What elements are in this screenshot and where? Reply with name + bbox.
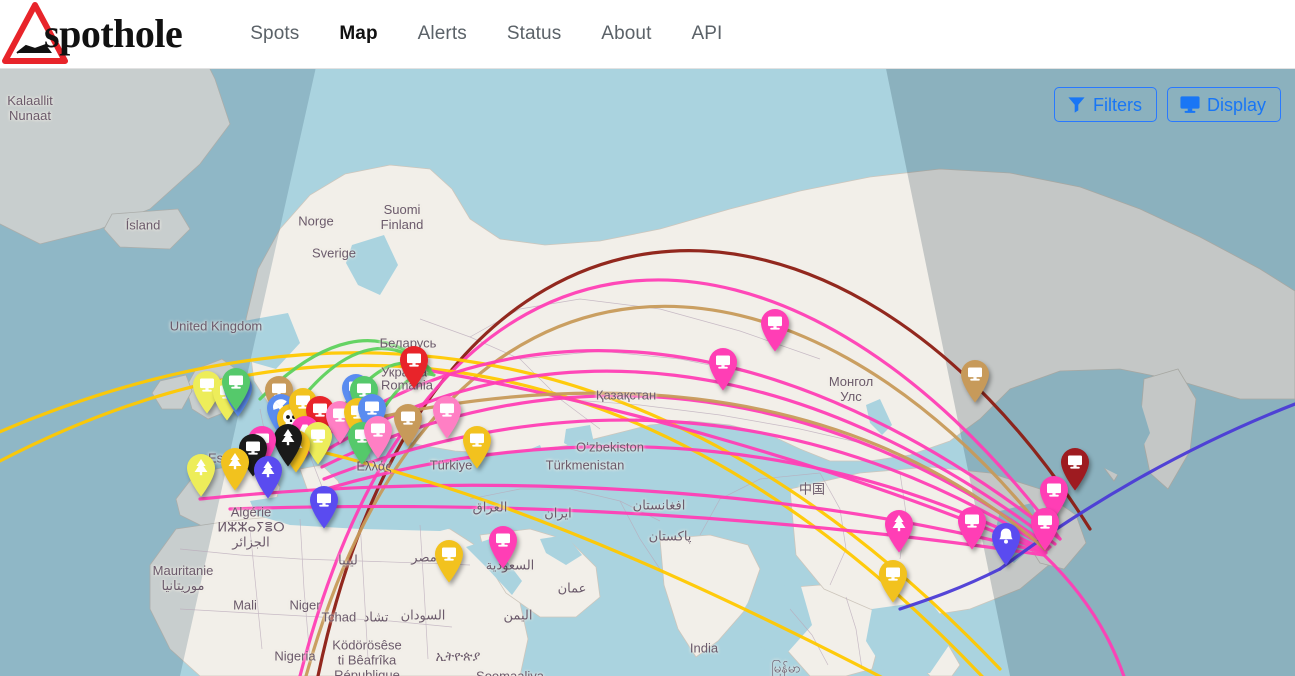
monitor-icon bbox=[407, 353, 421, 367]
filters-button-label: Filters bbox=[1092, 94, 1142, 115]
flight-arc bbox=[898, 567, 1002, 611]
monitor-icon bbox=[246, 441, 260, 455]
map-marker-pin[interactable] bbox=[361, 413, 395, 459]
nav-item-api[interactable]: API bbox=[691, 23, 723, 44]
monitor-icon bbox=[965, 514, 979, 528]
map-marker-pin[interactable] bbox=[706, 345, 740, 391]
flight-arc bbox=[320, 394, 1052, 549]
monitor-icon bbox=[1047, 483, 1061, 497]
monitor-icon bbox=[470, 433, 484, 447]
map-marker-pin[interactable] bbox=[486, 523, 520, 569]
monitor-icon bbox=[496, 533, 510, 547]
map-marker-pin[interactable] bbox=[955, 504, 989, 550]
bell-icon bbox=[999, 528, 1013, 544]
map-marker-pin[interactable] bbox=[876, 557, 910, 603]
map-marker-pin[interactable] bbox=[882, 507, 916, 553]
map-marker-pin[interactable] bbox=[301, 419, 335, 465]
map-marker-pin[interactable] bbox=[190, 368, 224, 414]
map-marker-pin[interactable] bbox=[432, 537, 466, 583]
map-marker-pin[interactable] bbox=[1058, 445, 1092, 491]
flight-arcs-layer bbox=[0, 249, 1295, 676]
flight-arc bbox=[308, 447, 883, 676]
map-marker-pin[interactable] bbox=[219, 365, 253, 411]
monitor-icon bbox=[768, 316, 782, 330]
map-marker-pin[interactable] bbox=[397, 343, 431, 389]
flight-arc bbox=[322, 418, 1050, 551]
flight-arc bbox=[998, 402, 1295, 571]
flight-arc bbox=[0, 363, 984, 676]
monitor-icon bbox=[333, 408, 347, 422]
flight-arc bbox=[1042, 553, 1126, 676]
map-marker-pin[interactable] bbox=[307, 483, 341, 529]
map-marker-pin[interactable] bbox=[218, 445, 252, 491]
tree-icon bbox=[892, 515, 906, 532]
nav-item-status[interactable]: Status bbox=[506, 23, 562, 44]
brand-name: spothole bbox=[44, 11, 183, 56]
monitor-icon bbox=[311, 429, 325, 443]
nav-item-spots[interactable]: Spots bbox=[250, 23, 300, 44]
nav-item-about[interactable]: About bbox=[601, 23, 652, 44]
tree-icon bbox=[281, 429, 295, 446]
tree-icon bbox=[228, 453, 242, 470]
monitor-icon bbox=[442, 547, 456, 561]
top-navbar: spothole Spots Map Alerts Status About A… bbox=[0, 0, 1295, 69]
map-marker-pin[interactable] bbox=[391, 401, 425, 447]
tree-icon bbox=[194, 459, 208, 476]
monitor-icon bbox=[1038, 515, 1052, 529]
monitor-icon bbox=[365, 401, 379, 415]
monitor-icon bbox=[200, 378, 214, 392]
monitor-icon bbox=[371, 423, 385, 437]
brand-logo-link[interactable]: spothole bbox=[2, 0, 183, 69]
flight-arc bbox=[0, 351, 1002, 671]
flight-arc bbox=[324, 444, 1048, 553]
world-map[interactable]: Kalaallit Nunaat Ísland Norge Sverige Suomi … bbox=[0, 69, 1295, 676]
monitor-icon bbox=[1068, 455, 1082, 469]
map-marker-pin[interactable] bbox=[1037, 473, 1071, 519]
funnel-icon bbox=[1067, 95, 1086, 114]
warning-triangle-pothole-icon bbox=[2, 1, 68, 67]
flight-arc bbox=[304, 304, 1052, 676]
monitor-icon bbox=[968, 367, 982, 381]
monitor-icon bbox=[716, 355, 730, 369]
map-marker-pin[interactable] bbox=[758, 306, 792, 352]
map-marker-pin[interactable] bbox=[271, 421, 305, 467]
flight-arc bbox=[316, 349, 1062, 541]
nav-item-alerts[interactable]: Alerts bbox=[417, 23, 467, 44]
monitor-icon bbox=[357, 383, 371, 397]
tree-icon bbox=[261, 461, 275, 478]
flight-arc bbox=[298, 278, 1062, 676]
map-marker-pin[interactable] bbox=[1028, 505, 1062, 551]
monitor-icon bbox=[1180, 95, 1200, 114]
map-marker-pin[interactable] bbox=[958, 357, 992, 403]
nav-item-map[interactable]: Map bbox=[339, 23, 378, 44]
map-marker-pin[interactable] bbox=[184, 451, 218, 497]
monitor-icon bbox=[229, 375, 243, 389]
map-controls: Filters Display bbox=[1053, 87, 1281, 122]
monitor-icon bbox=[886, 567, 900, 581]
monitor-icon bbox=[317, 493, 331, 507]
nav-links: Spots Map Alerts Status About API bbox=[230, 23, 742, 45]
map-marker-pin[interactable] bbox=[251, 453, 285, 499]
flight-arc bbox=[318, 369, 1057, 546]
flight-arc bbox=[228, 504, 1046, 557]
monitor-icon bbox=[296, 395, 310, 409]
monitor-icon bbox=[401, 411, 415, 425]
monitor-icon bbox=[440, 403, 454, 417]
flight-arc bbox=[328, 391, 1047, 551]
display-button-label: Display bbox=[1206, 94, 1266, 115]
monitor-icon bbox=[313, 403, 327, 417]
map-marker-pin[interactable] bbox=[430, 393, 464, 439]
map-marker-pin[interactable] bbox=[989, 520, 1023, 566]
display-button[interactable]: Display bbox=[1166, 87, 1281, 122]
map-marker-pin[interactable] bbox=[460, 423, 494, 469]
filters-button[interactable]: Filters bbox=[1053, 87, 1157, 122]
